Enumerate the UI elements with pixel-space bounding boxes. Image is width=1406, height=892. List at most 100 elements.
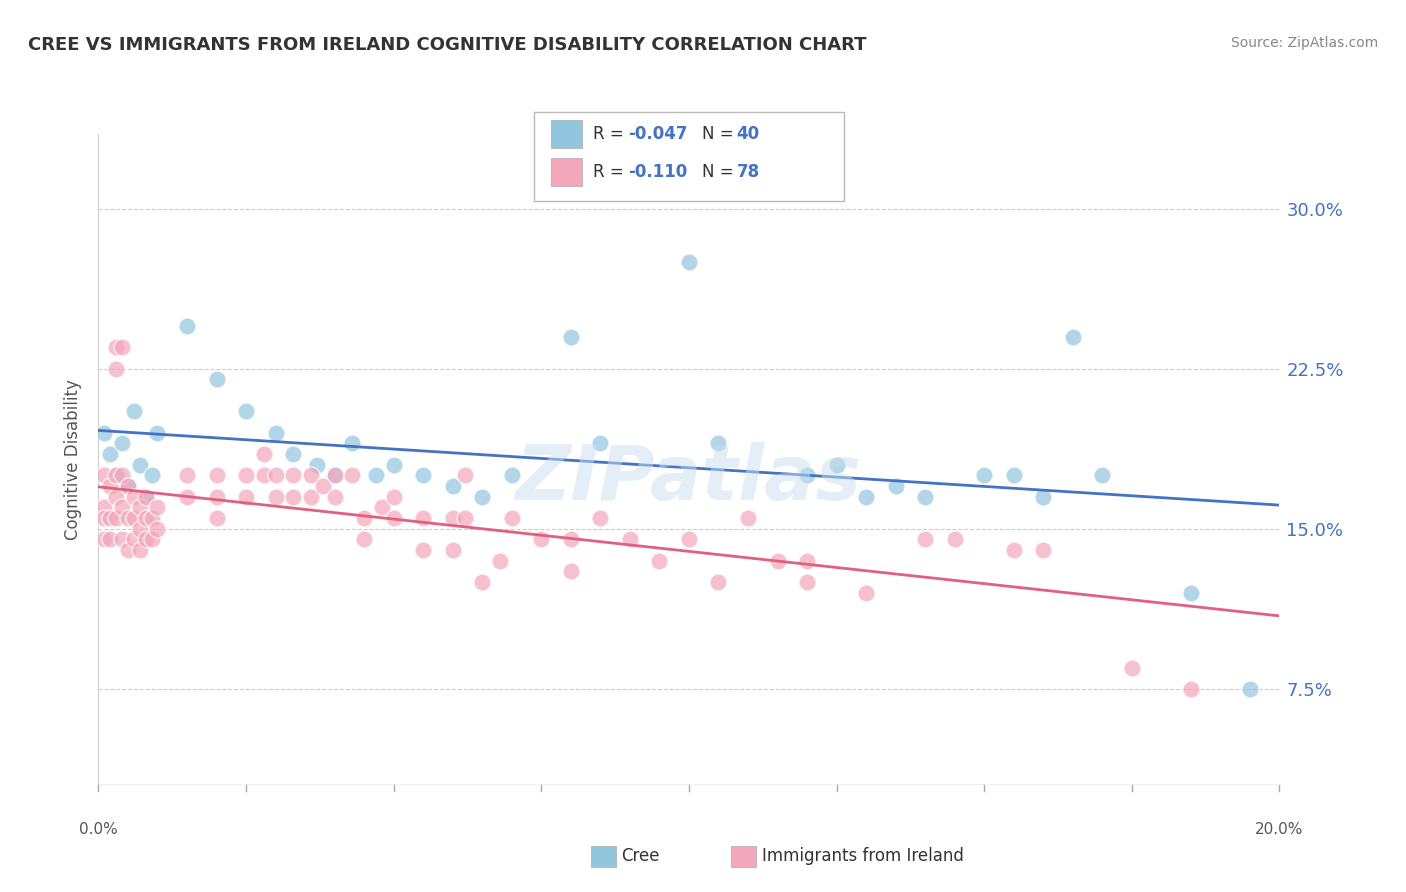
Point (884, 479, 907, 493)
Point (1002, 468, 1025, 483)
Point (93, 468, 115, 483)
Point (264, 425, 287, 440)
Point (1091, 468, 1114, 483)
Point (111, 500, 134, 515)
Point (283, 468, 305, 483)
Point (1032, 543, 1054, 558)
Point (105, 361, 128, 376)
Point (135, 511, 157, 525)
Point (382, 511, 405, 525)
Point (205, 372, 228, 386)
Point (105, 340, 128, 354)
Point (796, 468, 818, 483)
Point (1121, 660, 1143, 674)
Text: 40: 40 (737, 125, 759, 143)
Point (471, 490, 494, 504)
Text: -0.110: -0.110 (628, 163, 688, 181)
Text: N =: N = (702, 125, 738, 143)
Point (1062, 329, 1084, 343)
Point (560, 329, 582, 343)
Point (264, 490, 287, 504)
Point (146, 500, 169, 515)
Point (312, 479, 335, 493)
Point (914, 533, 936, 547)
Point (1032, 490, 1054, 504)
Point (453, 511, 475, 525)
Point (342, 436, 364, 450)
Point (235, 490, 257, 504)
Point (105, 468, 128, 483)
Point (176, 490, 198, 504)
Point (299, 490, 322, 504)
Point (855, 490, 877, 504)
Point (111, 436, 134, 450)
Point (501, 511, 523, 525)
Point (323, 468, 346, 483)
Point (117, 543, 139, 558)
Point (105, 490, 128, 504)
Text: 78: 78 (737, 163, 759, 181)
Point (412, 511, 434, 525)
Point (141, 533, 163, 547)
Point (117, 479, 139, 493)
Point (1180, 681, 1202, 696)
Point (560, 565, 582, 579)
Text: Cree: Cree (621, 847, 659, 865)
Point (648, 554, 671, 568)
Point (353, 533, 375, 547)
Text: N =: N = (702, 163, 738, 181)
Point (283, 490, 305, 504)
Text: R =: R = (593, 163, 630, 181)
Text: ZIPatlas: ZIPatlas (516, 442, 862, 516)
Point (323, 490, 346, 504)
Point (135, 490, 157, 504)
Point (973, 468, 995, 483)
Point (914, 490, 936, 504)
Point (796, 575, 818, 590)
Text: Source: ZipAtlas.com: Source: ZipAtlas.com (1230, 36, 1378, 50)
Point (98, 511, 121, 525)
Point (707, 575, 730, 590)
Point (253, 447, 276, 461)
Point (1180, 586, 1202, 600)
Point (364, 468, 387, 483)
Point (111, 340, 134, 354)
Point (135, 490, 157, 504)
Point (305, 458, 328, 472)
Text: Immigrants from Ireland: Immigrants from Ireland (762, 847, 965, 865)
Point (441, 543, 464, 558)
Point (205, 511, 228, 525)
Text: CREE VS IMMIGRANTS FROM IRELAND COGNITIVE DISABILITY CORRELATION CHART: CREE VS IMMIGRANTS FROM IRELAND COGNITIV… (28, 36, 866, 54)
Y-axis label: Cognitive Disability: Cognitive Disability (65, 379, 83, 540)
Point (766, 554, 789, 568)
Point (122, 511, 145, 525)
Point (98, 479, 121, 493)
Point (737, 511, 759, 525)
Point (412, 543, 434, 558)
Point (235, 404, 257, 418)
Point (122, 490, 145, 504)
Point (128, 458, 150, 472)
Point (678, 255, 700, 269)
Point (93, 533, 115, 547)
Text: 0.0%: 0.0% (79, 822, 118, 837)
Point (342, 468, 364, 483)
Point (122, 404, 145, 418)
Point (530, 533, 553, 547)
Point (93, 511, 115, 525)
Point (105, 468, 128, 483)
Point (589, 511, 612, 525)
Point (141, 511, 163, 525)
Point (117, 479, 139, 493)
Point (128, 500, 150, 515)
Point (471, 575, 494, 590)
Point (371, 500, 394, 515)
Point (141, 468, 163, 483)
Point (441, 479, 464, 493)
Point (299, 468, 322, 483)
Point (135, 533, 157, 547)
Point (146, 425, 169, 440)
Point (1002, 543, 1025, 558)
Point (205, 490, 228, 504)
Point (117, 511, 139, 525)
